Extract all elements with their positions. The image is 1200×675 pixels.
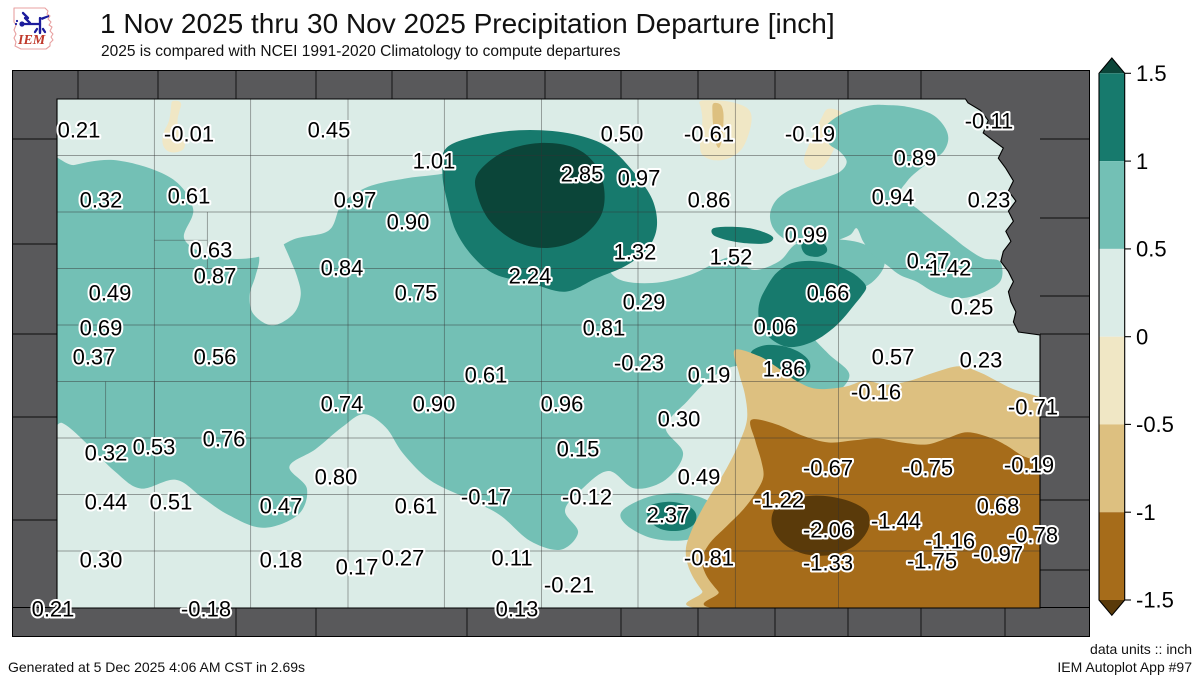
svg-text:0.30: 0.30 (80, 548, 123, 573)
svg-text:0.76: 0.76 (203, 427, 246, 452)
svg-text:0.84: 0.84 (321, 256, 364, 281)
svg-text:0.21: 0.21 (58, 118, 101, 143)
svg-text:-0.67: -0.67 (803, 456, 853, 481)
svg-text:0.32: 0.32 (85, 441, 128, 466)
svg-text:0.80: 0.80 (315, 465, 358, 490)
svg-text:0.49: 0.49 (89, 281, 132, 306)
svg-text:-1.44: -1.44 (871, 509, 921, 534)
svg-text:2.24: 2.24 (509, 264, 552, 289)
svg-text:0.23: 0.23 (960, 348, 1003, 373)
svg-text:0.94: 0.94 (872, 185, 915, 210)
svg-text:-0.78: -0.78 (1008, 523, 1058, 548)
svg-text:0.49: 0.49 (678, 465, 721, 490)
svg-text:0.13: 0.13 (496, 597, 539, 622)
svg-text:2.85: 2.85 (561, 162, 604, 187)
svg-text:0.74: 0.74 (321, 392, 364, 417)
svg-text:-0.19: -0.19 (785, 122, 835, 147)
svg-text:0.37: 0.37 (73, 345, 116, 370)
svg-text:0.25: 0.25 (951, 295, 994, 320)
svg-text:0.97: 0.97 (618, 166, 661, 191)
svg-text:0.17: 0.17 (336, 555, 379, 580)
svg-text:0.45: 0.45 (308, 118, 351, 143)
svg-text:0.69: 0.69 (80, 316, 123, 341)
svg-text:0.61: 0.61 (465, 363, 508, 388)
svg-text:-0.75: -0.75 (903, 456, 953, 481)
svg-text:-0.19: -0.19 (1004, 453, 1054, 478)
svg-text:0.15: 0.15 (557, 437, 600, 462)
svg-text:1.52: 1.52 (710, 245, 753, 270)
svg-text:0.90: 0.90 (413, 392, 456, 417)
svg-text:0.50: 0.50 (601, 122, 644, 147)
svg-text:0.86: 0.86 (688, 188, 731, 213)
svg-text:0.32: 0.32 (80, 188, 123, 213)
svg-text:0.44: 0.44 (85, 490, 128, 515)
svg-text:0.30: 0.30 (658, 407, 701, 432)
svg-text:0.11: 0.11 (491, 546, 532, 571)
svg-text:1.86: 1.86 (763, 357, 806, 382)
svg-text:-0.11: -0.11 (965, 109, 1014, 134)
svg-text:0.99: 0.99 (785, 223, 828, 248)
svg-text:1.42: 1.42 (929, 256, 972, 281)
svg-text:-0.21: -0.21 (544, 573, 594, 598)
svg-text:0.57: 0.57 (872, 345, 915, 370)
svg-text:-0.61: -0.61 (684, 122, 734, 147)
svg-text:0.87: 0.87 (194, 264, 237, 289)
svg-text:0.06: 0.06 (754, 315, 797, 340)
svg-text:-1.22: -1.22 (754, 488, 804, 513)
svg-text:0.63: 0.63 (190, 238, 233, 263)
svg-text:1.32: 1.32 (614, 240, 657, 265)
svg-text:0.23: 0.23 (968, 188, 1011, 213)
svg-text:0.89: 0.89 (894, 146, 937, 171)
svg-text:0.47: 0.47 (260, 494, 303, 519)
svg-text:-0.17: -0.17 (461, 485, 511, 510)
svg-text:0.61: 0.61 (168, 184, 211, 209)
svg-text:-0.23: -0.23 (614, 351, 664, 376)
svg-text:0.96: 0.96 (541, 392, 584, 417)
svg-text:0.29: 0.29 (623, 290, 666, 315)
svg-text:0.18: 0.18 (260, 548, 303, 573)
svg-text:-1.16: -1.16 (925, 529, 975, 554)
svg-text:0.56: 0.56 (194, 345, 237, 370)
svg-text:-0.18: -0.18 (181, 597, 231, 622)
svg-text:0.19: 0.19 (688, 363, 731, 388)
svg-text:0.97: 0.97 (334, 188, 377, 213)
svg-text:-0.81: -0.81 (684, 546, 734, 571)
svg-text:0.90: 0.90 (387, 210, 430, 235)
svg-text:0.27: 0.27 (382, 546, 425, 571)
svg-text:0.66: 0.66 (807, 281, 850, 306)
svg-text:0.81: 0.81 (583, 316, 626, 341)
svg-text:0.75: 0.75 (395, 281, 438, 306)
svg-text:1.01: 1.01 (413, 149, 456, 174)
svg-text:0.53: 0.53 (133, 435, 176, 460)
svg-text:0.68: 0.68 (977, 494, 1020, 519)
svg-text:-0.16: -0.16 (851, 380, 901, 405)
svg-text:-0.01: -0.01 (164, 122, 214, 147)
svg-text:-0.12: -0.12 (562, 485, 612, 510)
svg-text:-0.71: -0.71 (1008, 395, 1058, 420)
svg-text:2.37: 2.37 (647, 503, 690, 528)
svg-text:0.61: 0.61 (395, 494, 438, 519)
svg-text:0.51: 0.51 (150, 490, 193, 515)
svg-text:0.21: 0.21 (32, 597, 75, 622)
svg-text:-1.33: -1.33 (803, 551, 853, 576)
svg-text:-2.06: -2.06 (803, 518, 853, 543)
